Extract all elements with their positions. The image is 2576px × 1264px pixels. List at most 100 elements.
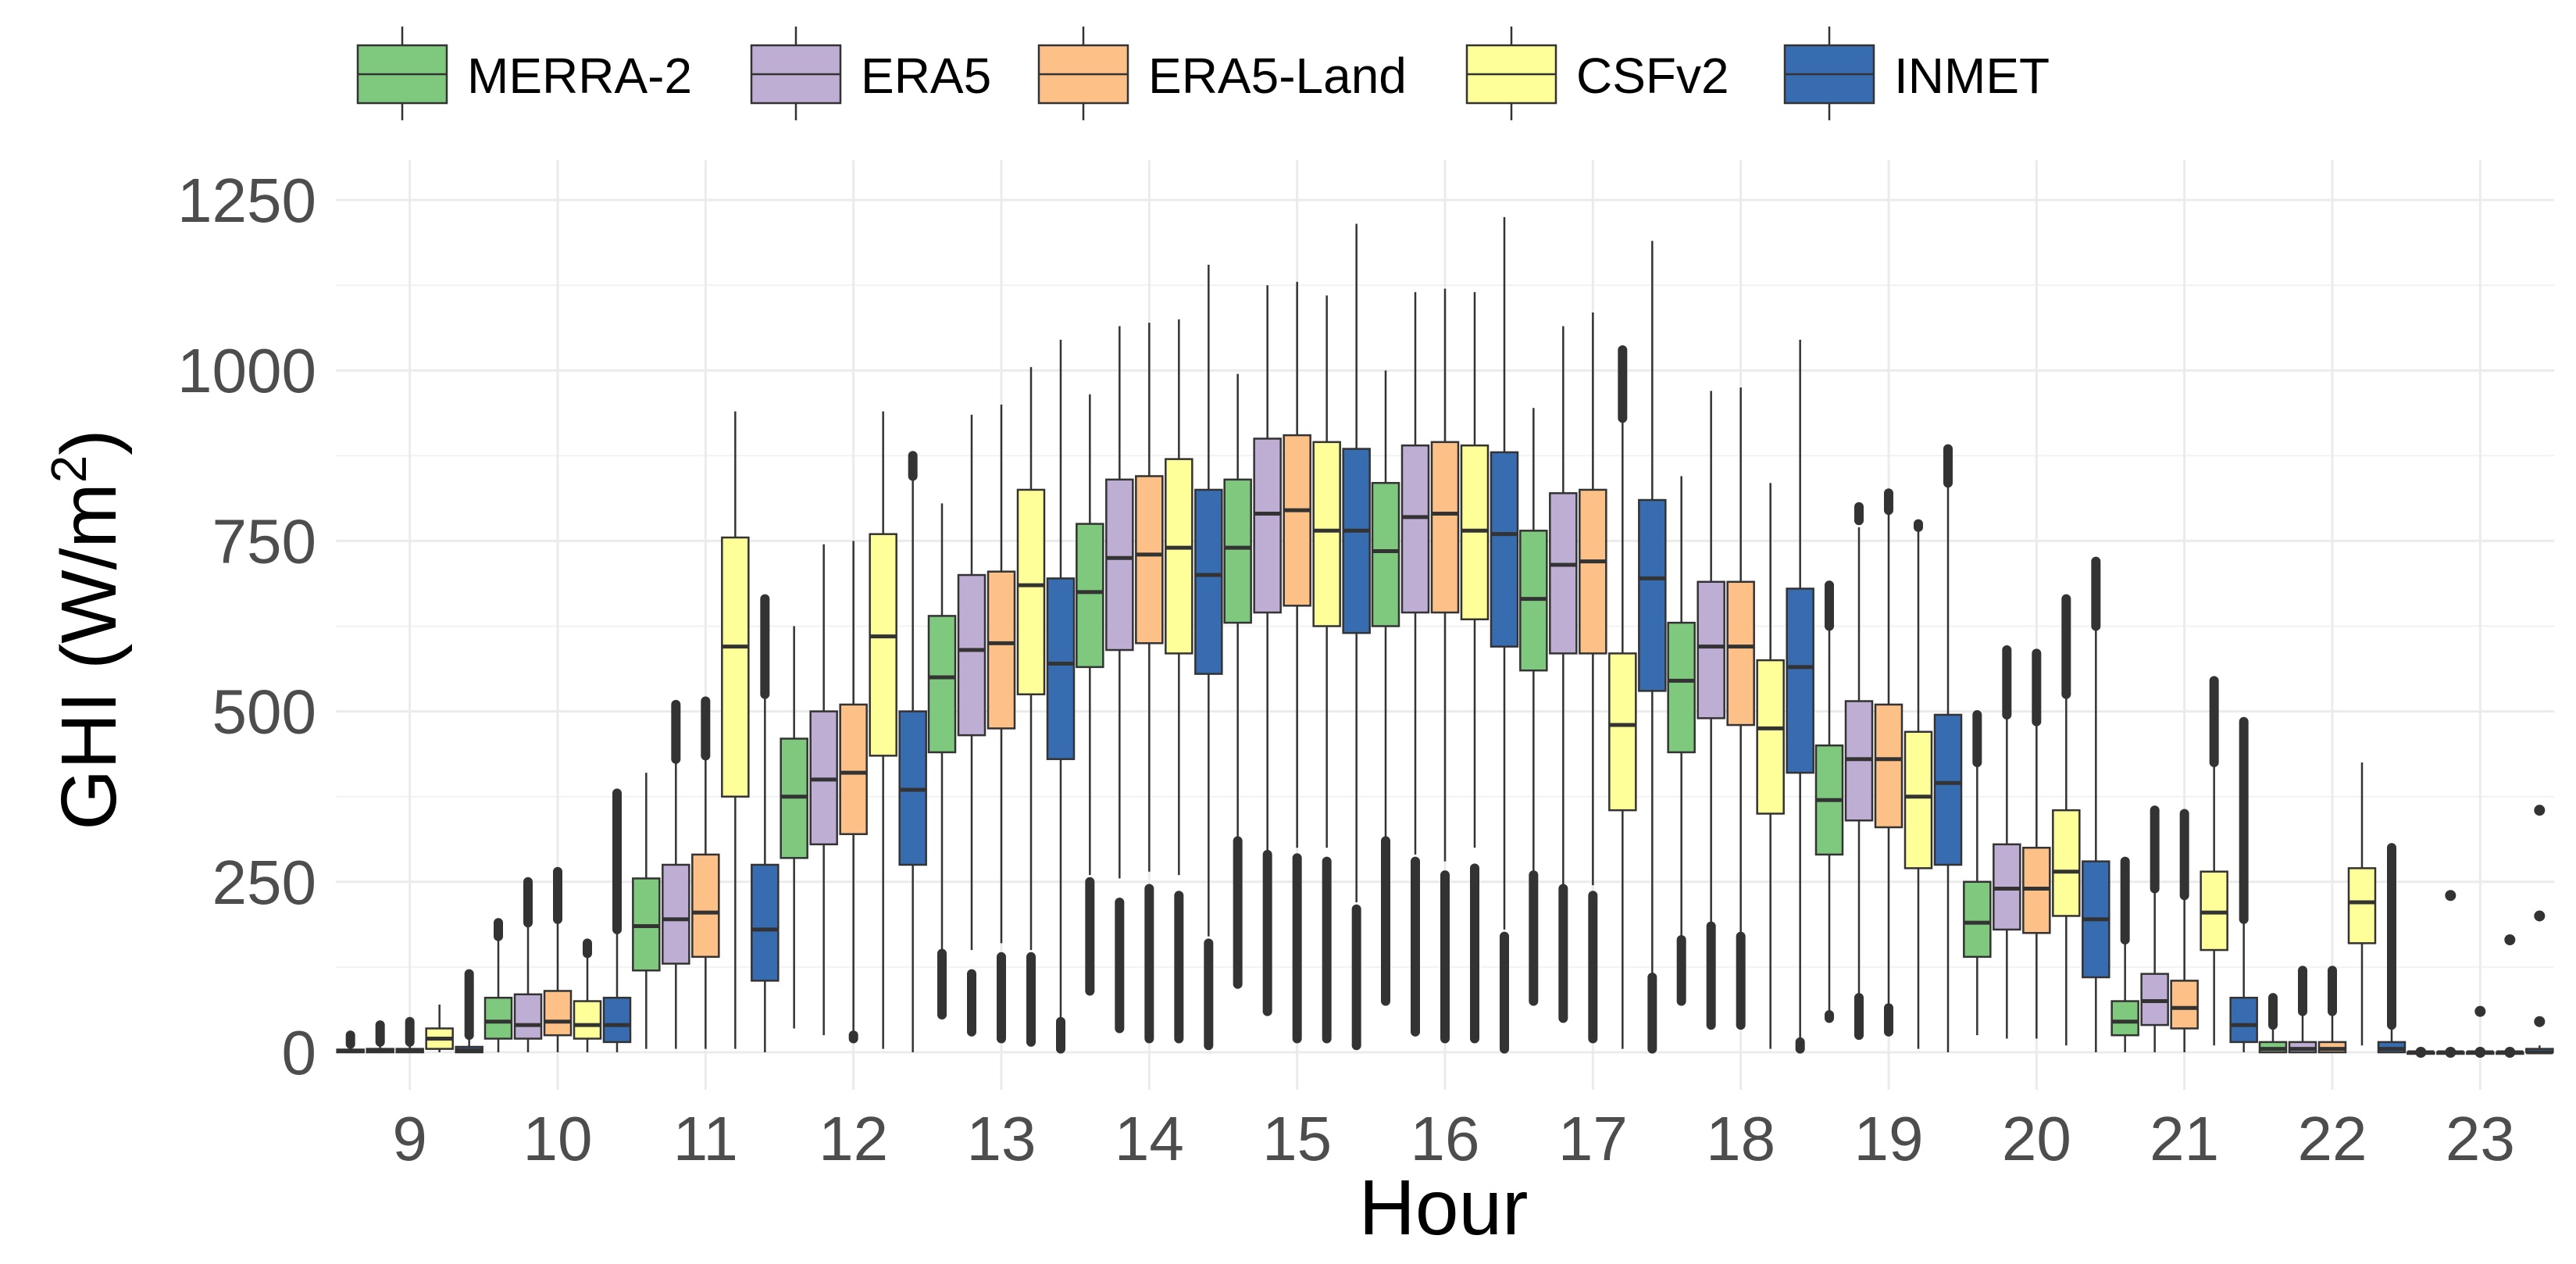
box-body	[1903, 730, 1933, 869]
box-body	[1312, 441, 1341, 627]
box-body	[1490, 451, 1519, 648]
box-era5-hour-14	[1105, 326, 1134, 879]
box-body	[2170, 980, 2199, 1030]
box-body	[1165, 458, 1193, 655]
box-era5-land-hour-21	[2170, 898, 2199, 1052]
box-era5-land-hour-18	[1726, 387, 1755, 934]
box-inmet-hour-14	[1194, 264, 1223, 937]
box-era5-land-hour-15	[1283, 281, 1311, 848]
x-tick-label: 9	[392, 1104, 427, 1173]
box-merra-2-hour-15	[1223, 373, 1252, 838]
box-body	[662, 863, 690, 965]
box-csfv2-hour-17	[1608, 421, 1637, 1049]
box-body	[1076, 523, 1104, 669]
outliers-high	[2534, 1016, 2546, 1027]
box-merra-2-hour-13	[927, 503, 957, 951]
box-body	[1342, 448, 1371, 634]
box-merra-2-hour-14	[1076, 394, 1104, 876]
legend-label: ERA5	[861, 48, 991, 104]
plot-marks	[336, 216, 2554, 1058]
box-era5-hour-16	[1400, 291, 1430, 855]
box-body	[1105, 478, 1134, 652]
box-inmet-hour-12	[898, 479, 927, 1052]
box-csfv2-hour-22	[2347, 762, 2377, 1046]
legend-item-csfv2: CSFv2	[1465, 27, 1729, 120]
box-inmet-hour-11	[751, 698, 780, 1052]
box-era5-land-hour-13	[987, 404, 1016, 944]
legend-label: CSFv2	[1576, 48, 1729, 104]
box-csfv2-hour-10	[573, 956, 602, 1052]
y-axis-title: GHI (W/m2)	[41, 429, 133, 830]
x-tick-label: 17	[1558, 1104, 1628, 1173]
box-body	[1253, 437, 1282, 614]
box-body	[1874, 703, 1903, 829]
box-csfv2-hour-13	[1016, 366, 1046, 951]
box-era5-land-hour-22	[2317, 1014, 2347, 1054]
box-era5-hour-17	[1549, 326, 1578, 886]
box-body	[691, 853, 720, 959]
y-tick-label: 0	[282, 1018, 317, 1087]
box-csfv2-hour-20	[2052, 698, 2081, 1046]
box-era5-hour-11	[662, 762, 690, 1049]
x-axis-ticks: 9 10 11 12 13 14 15 16 17 18 19 20 21 22 23	[392, 1104, 2514, 1173]
box-csfv2-hour-12	[869, 411, 897, 1049]
y-tick-label: 750	[212, 506, 316, 576]
box-body	[1135, 475, 1164, 644]
box-merra-2-hour-10	[483, 939, 513, 1052]
box-body	[957, 573, 987, 737]
y-tick-label: 500	[212, 677, 316, 747]
box-inmet-hour-15	[1342, 223, 1371, 902]
outlier-point	[2474, 1047, 2486, 1058]
y-axis-ticks: 0 250 500 750 1000 1250	[177, 166, 316, 1087]
box-csfv2-hour-18	[1756, 483, 1785, 1049]
box-body	[1400, 444, 1430, 614]
legend-item-era5-land: ERA5-Land	[1037, 27, 1407, 120]
box-inmet-hour-13	[1046, 339, 1076, 1019]
box-inmet-hour-9	[455, 1038, 483, 1054]
box-body	[1430, 441, 1460, 614]
box-body	[1697, 580, 1725, 719]
box-inmet-hour-22	[2377, 1028, 2407, 1054]
outlier-point	[2474, 1005, 2486, 1017]
box-body	[513, 993, 543, 1040]
box-era5-hour-13	[957, 414, 987, 951]
box-csfv2-hour-21	[2200, 766, 2228, 1046]
box-era5-land-hour-19	[1874, 513, 1903, 1005]
box-inmet-hour-16	[1490, 216, 1519, 930]
y-axis-title-end: )	[45, 429, 133, 455]
box-era5-hour-10	[513, 926, 543, 1052]
box-body	[1223, 478, 1252, 624]
x-tick-label: 13	[967, 1104, 1036, 1173]
box-merra-2-hour-17	[1519, 408, 1548, 872]
y-axis-title-main: GHI (W/m	[45, 483, 133, 830]
box-body	[869, 533, 897, 757]
box-body	[1786, 587, 1814, 774]
box-era5-land-hour-11	[691, 759, 720, 1049]
box-merra-2-hour-22	[2258, 1028, 2288, 1054]
legend-item-era5: ERA5	[750, 27, 991, 120]
box-merra-2-hour-16	[1371, 370, 1400, 838]
legend-label: INMET	[1894, 48, 2050, 104]
outlier-point	[2504, 934, 2516, 945]
box-body	[1283, 434, 1311, 607]
box-body	[602, 996, 632, 1044]
box-inmet-hour-19	[1933, 486, 1963, 1052]
box-body	[751, 863, 780, 982]
y-tick-label: 1250	[177, 166, 316, 235]
box-csfv2-hour-16	[1460, 291, 1490, 848]
box-csfv2-hour-14	[1165, 319, 1193, 876]
box-inmet-hour-23	[2525, 1045, 2554, 1055]
box-merra-2-hour-20	[1963, 766, 1992, 1036]
y-tick-label: 250	[212, 848, 316, 917]
box-csfv2-hour-15	[1312, 295, 1341, 848]
box-inmet-hour-20	[2082, 629, 2110, 1052]
box-body	[2052, 809, 2081, 917]
box-merra-2-hour-18	[1667, 476, 1696, 937]
box-era5-hour-19	[1844, 527, 1874, 994]
outlier-point	[2504, 1047, 2516, 1058]
x-tick-label: 16	[1411, 1104, 1480, 1173]
x-tick-label: 10	[523, 1104, 593, 1173]
outlier-point	[2445, 890, 2456, 902]
box-body	[1549, 492, 1578, 655]
box-era5-hour-15	[1253, 285, 1282, 852]
